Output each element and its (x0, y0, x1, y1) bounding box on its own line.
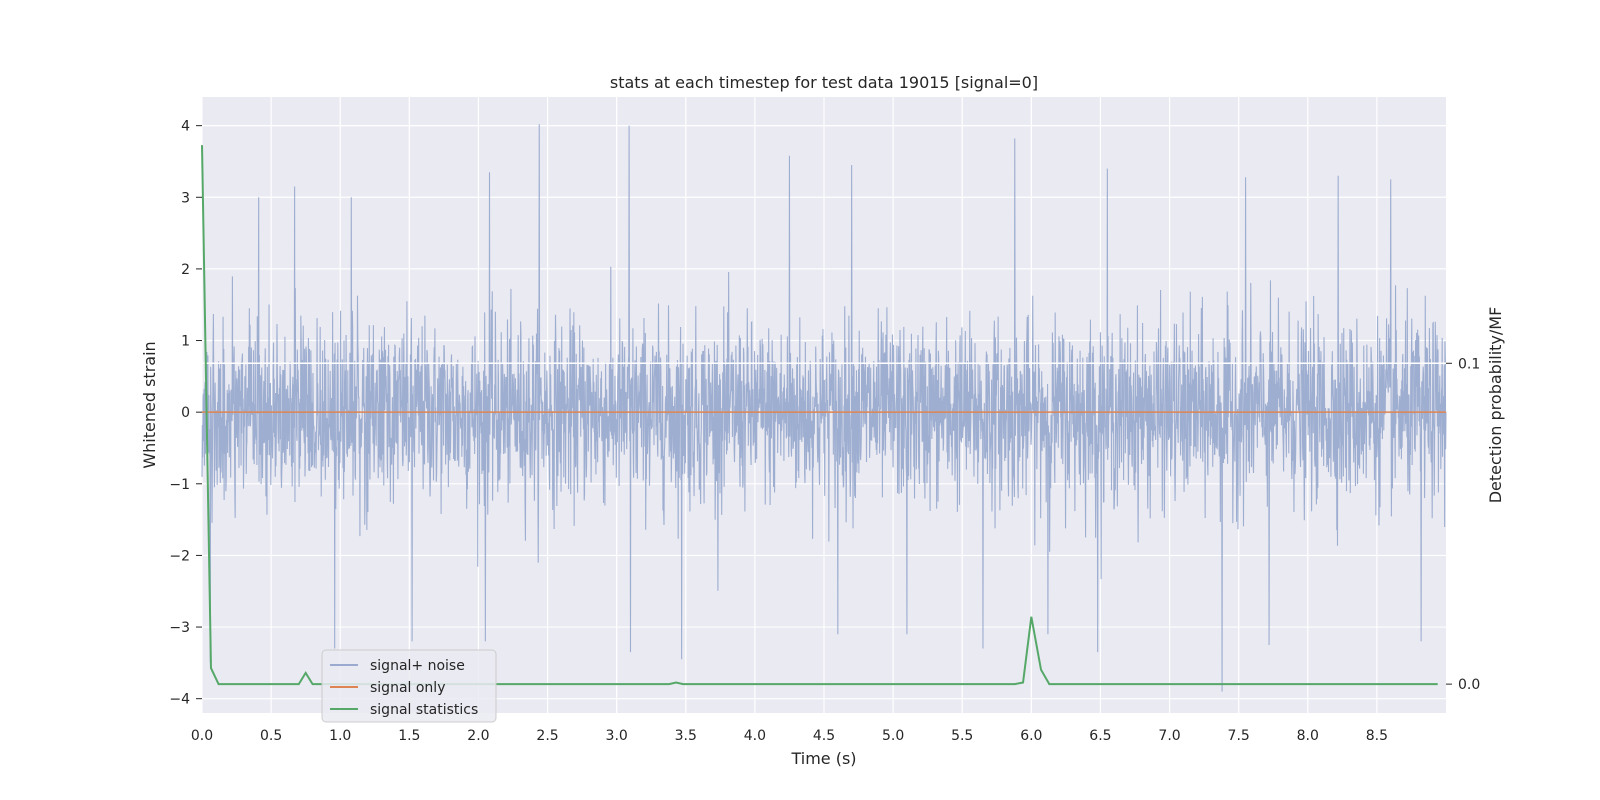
x-tick-label: 0.5 (260, 728, 282, 744)
series-layer (201, 124, 1447, 692)
x-tick-label: 2.5 (536, 728, 558, 744)
x-tick-label: 7.0 (1158, 728, 1180, 744)
legend-label: signal statistics (370, 702, 478, 718)
x-tick-label: 1.0 (329, 728, 351, 744)
x-tick-label: 4.5 (813, 728, 835, 744)
x-axis: 0.0 0.5 1.0 1.5 2.0 2.5 3.0 3.5 4.0 4.5 5.0 5.5 6.0 6… (191, 728, 1388, 744)
x-tick-label: 5.5 (951, 728, 973, 744)
legend-label: signal only (370, 680, 445, 696)
y2-tick-label: 0.0 (1458, 677, 1480, 693)
x-tick-label: 3.5 (675, 728, 697, 744)
y-tick-label: 3 (181, 190, 190, 206)
y-tick-label: −2 (169, 548, 190, 564)
y-axis-label: Whitened strain (140, 341, 159, 468)
x-tick-label: 5.0 (882, 728, 904, 744)
y-tick-label: 0 (181, 405, 190, 421)
series-signal-noise-line (201, 124, 1447, 692)
y-tick-label: 2 (181, 262, 190, 278)
legend-box (321, 649, 497, 723)
x-tick-label: 1.5 (398, 728, 420, 744)
y-tick-label: −3 (169, 620, 190, 636)
legend-label: signal+ noise (370, 658, 465, 674)
series-signal-statistics-line (201, 145, 1438, 686)
y2-tick-label: 0.1 (1458, 356, 1480, 372)
x-tick-label: 2.0 (467, 728, 489, 744)
x-tick-label: 0.0 (191, 728, 213, 744)
x-tick-label: 6.5 (1089, 728, 1111, 744)
x-tick-label: 3.0 (606, 728, 628, 744)
y-tick-label: 1 (181, 334, 190, 350)
x-axis-label: Time (s) (790, 749, 856, 768)
y-axis: 4 3 2 1 0 −1 −2 −3 −4 (169, 119, 202, 708)
x-tick-label: 6.0 (1020, 728, 1042, 744)
y-tick-label: −4 (169, 692, 190, 708)
y2-axis: 0.1 0.0 (1446, 356, 1480, 693)
y2-axis-label: Detection probability/MF (1486, 307, 1505, 504)
legend: signal+ noise signal only signal statistic… (321, 649, 497, 723)
y-tick-label: 4 (181, 119, 190, 135)
x-tick-label: 8.5 (1366, 728, 1388, 744)
y-tick-label: −1 (169, 477, 190, 493)
x-tick-label: 8.0 (1297, 728, 1319, 744)
x-tick-label: 4.0 (744, 728, 766, 744)
chart-title: stats at each timestep for test data 190… (610, 73, 1038, 92)
x-tick-label: 7.5 (1228, 728, 1250, 744)
